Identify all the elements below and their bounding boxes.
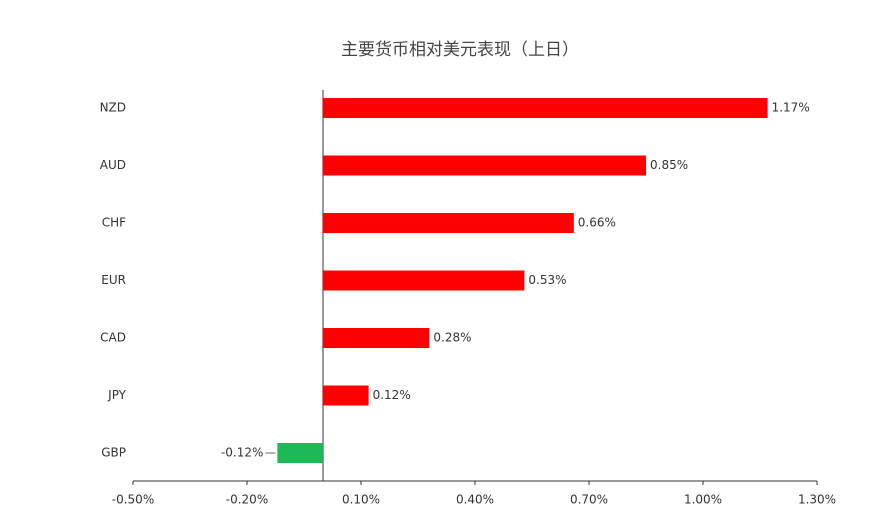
- y-tick-label: EUR: [101, 273, 126, 287]
- x-tick-label: -0.50%: [112, 493, 154, 507]
- bar: [323, 328, 430, 348]
- x-tick-label: 0.40%: [456, 493, 494, 507]
- y-tick-label: NZD: [100, 101, 126, 115]
- x-tick-label: 1.00%: [684, 493, 722, 507]
- bar: [323, 213, 574, 233]
- value-label: 0.85%: [650, 158, 688, 172]
- x-tick-label: 0.10%: [342, 493, 380, 507]
- x-tick-label: 0.70%: [570, 493, 608, 507]
- y-tick-label: CAD: [100, 331, 126, 345]
- bar: [323, 98, 768, 118]
- x-tick-label: 1.30%: [798, 493, 836, 507]
- y-tick-label: AUD: [100, 158, 126, 172]
- bar: [323, 385, 369, 406]
- value-label: 0.12%: [373, 388, 411, 402]
- value-label: -0.12%: [221, 446, 263, 460]
- y-tick-label: GBP: [101, 446, 126, 460]
- y-tick-label: CHF: [102, 216, 126, 230]
- y-tick-label: JPY: [107, 388, 127, 402]
- value-label: 1.17%: [772, 101, 810, 115]
- chart-title: 主要货币相对美元表现（上日）: [341, 40, 579, 60]
- bar: [323, 155, 646, 176]
- value-label: 0.53%: [528, 273, 566, 287]
- x-tick-label: -0.20%: [226, 493, 268, 507]
- bar: [323, 270, 525, 291]
- value-label: 0.66%: [578, 216, 616, 230]
- value-label: 0.28%: [433, 331, 471, 345]
- bar: [277, 443, 323, 463]
